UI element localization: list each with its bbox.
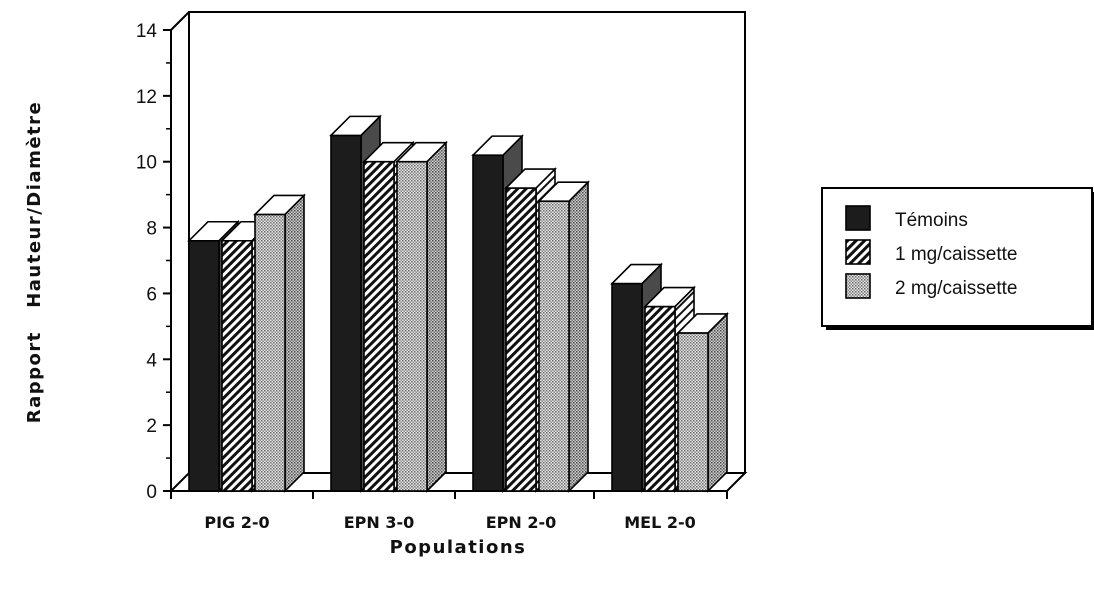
legend-label: Témoins xyxy=(895,210,968,231)
bar-front xyxy=(505,187,537,492)
bar-front xyxy=(396,160,428,492)
bar-top xyxy=(610,263,663,285)
bar-front xyxy=(254,213,286,492)
bar-front xyxy=(363,160,395,492)
left-wall-top-edge xyxy=(170,11,190,31)
y-axis-ticks: 0 2 4 6 8 10 12 14 xyxy=(136,21,171,503)
bar-front xyxy=(538,200,570,492)
legend-swatch xyxy=(845,239,871,265)
plot-frame xyxy=(168,11,748,492)
y-tick-label: 12 xyxy=(136,87,157,108)
legend-swatch xyxy=(845,205,871,231)
bar-front xyxy=(611,282,643,492)
bar-top xyxy=(362,141,415,163)
bar-side xyxy=(707,312,728,493)
y-tick-label: 0 xyxy=(146,482,157,503)
bar-front xyxy=(330,134,362,492)
bar-top xyxy=(537,181,590,203)
bar-top xyxy=(253,194,306,216)
y-tick-label: 6 xyxy=(146,284,157,305)
legend: Témoins 1 mg/caissette 2 mg/caissette xyxy=(821,187,1094,330)
bar-top xyxy=(643,286,696,308)
bar-front xyxy=(221,239,253,492)
bar-front xyxy=(644,305,676,492)
x-axis-title: Populations xyxy=(390,537,527,558)
legend-label: 2 mg/caissette xyxy=(895,278,1018,299)
bar-top xyxy=(329,115,382,137)
y-tick-label: 10 xyxy=(136,153,157,174)
legend-label: 1 mg/caissette xyxy=(895,244,1018,265)
bar-top xyxy=(187,220,240,242)
x-tick-label: PIG 2-0 xyxy=(204,513,269,532)
bars xyxy=(187,114,729,493)
bar-side xyxy=(426,140,447,493)
y-axis-title: Rapport Hauteur/Diamètre xyxy=(24,101,45,423)
y-tick-label: 4 xyxy=(146,350,157,371)
bar-top xyxy=(471,135,524,156)
bar-side xyxy=(284,193,305,493)
bar xyxy=(253,193,306,493)
bar-front xyxy=(677,332,709,492)
bar-top xyxy=(676,313,729,334)
bar xyxy=(537,180,590,493)
bar xyxy=(676,312,729,493)
x-axis-labels: PIG 2-0 EPN 3-0 EPN 2-0 MEL 2-0 xyxy=(170,491,728,532)
bar-side xyxy=(568,180,589,493)
y-tick-label: 2 xyxy=(146,416,157,437)
bar xyxy=(395,140,448,493)
x-tick-label: EPN 3-0 xyxy=(344,513,415,532)
y-tick-label: 14 xyxy=(136,21,158,42)
bar-front xyxy=(188,239,220,492)
x-tick-label: MEL 2-0 xyxy=(624,513,696,532)
legend-swatch xyxy=(845,273,871,299)
bar-front xyxy=(472,154,504,492)
y-tick-label: 8 xyxy=(146,219,157,240)
bar-top xyxy=(504,168,557,189)
x-tick-label: EPN 2-0 xyxy=(486,513,557,532)
bar-top xyxy=(395,141,448,163)
